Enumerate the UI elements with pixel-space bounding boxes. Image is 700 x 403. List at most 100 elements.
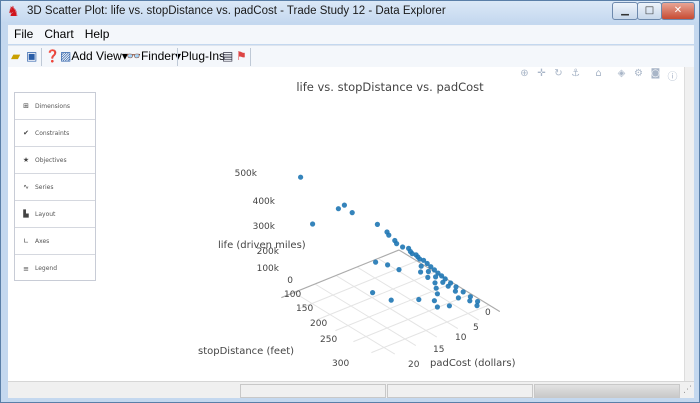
sidebar-item-objectives[interactable]: ★ Objectives bbox=[15, 147, 95, 174]
plugins-button[interactable]: Plug-Ins bbox=[181, 49, 226, 63]
data-point[interactable] bbox=[418, 263, 424, 269]
data-point[interactable] bbox=[298, 174, 304, 180]
wave-icon: ∿ bbox=[23, 183, 29, 191]
data-point[interactable] bbox=[434, 291, 440, 297]
data-point[interactable] bbox=[439, 273, 445, 279]
open-icon[interactable]: ▰ bbox=[11, 49, 21, 63]
data-point[interactable] bbox=[374, 221, 380, 227]
data-point[interactable] bbox=[434, 304, 440, 310]
data-point[interactable] bbox=[417, 256, 423, 262]
help-icon[interactable]: ❓ bbox=[45, 49, 60, 63]
data-point[interactable] bbox=[421, 257, 427, 263]
floor-edge bbox=[281, 249, 400, 299]
menu-help[interactable]: Help bbox=[84, 27, 110, 41]
y-tick-label: 10 bbox=[455, 333, 467, 343]
check-icon: ✔ bbox=[23, 129, 29, 137]
data-point[interactable] bbox=[394, 241, 400, 247]
data-point[interactable] bbox=[370, 290, 376, 296]
data-point[interactable] bbox=[453, 284, 459, 290]
list-icon: ≡ bbox=[23, 264, 29, 273]
save-icon[interactable]: ▣ bbox=[26, 49, 38, 63]
hover-icon[interactable]: ◈ bbox=[617, 68, 626, 79]
data-point[interactable] bbox=[396, 267, 402, 273]
data-point[interactable] bbox=[425, 268, 431, 275]
y-axis-title: padCost (dollars) bbox=[430, 358, 516, 369]
data-point[interactable] bbox=[335, 206, 341, 212]
home-icon[interactable]: ⌂ bbox=[595, 68, 602, 79]
data-point[interactable] bbox=[435, 270, 441, 276]
pan-icon[interactable]: ✛ bbox=[537, 68, 546, 79]
data-point[interactable] bbox=[433, 274, 439, 280]
data-point[interactable] bbox=[428, 264, 434, 270]
data-point[interactable] bbox=[431, 267, 437, 273]
data-point[interactable] bbox=[373, 259, 379, 265]
status-bar: ⋰ bbox=[8, 381, 694, 398]
sidebar-item-dimensions[interactable]: ⊞ Dimensions bbox=[15, 93, 95, 120]
data-point[interactable] bbox=[433, 285, 439, 291]
data-point[interactable] bbox=[467, 294, 473, 300]
data-point[interactable] bbox=[460, 289, 466, 295]
app-logo-icon: ♞ bbox=[7, 4, 20, 20]
menu-file[interactable]: File bbox=[14, 27, 34, 41]
data-point[interactable] bbox=[431, 298, 437, 304]
data-point[interactable] bbox=[475, 298, 481, 305]
data-point[interactable] bbox=[452, 288, 458, 294]
sidebar-item-constraints[interactable]: ✔ Constraints bbox=[15, 120, 95, 147]
data-point[interactable] bbox=[409, 251, 415, 257]
sidebar-item-layout[interactable]: ▙ Layout bbox=[15, 201, 95, 228]
data-point[interactable] bbox=[455, 295, 461, 301]
data-point[interactable] bbox=[432, 280, 438, 286]
data-point[interactable] bbox=[400, 244, 406, 250]
data-point[interactable] bbox=[416, 296, 422, 303]
chart-area bbox=[8, 67, 684, 381]
grid-line bbox=[335, 275, 438, 338]
y-tick-label: 20 bbox=[408, 360, 420, 370]
x-tick-label: 200 bbox=[310, 319, 327, 329]
plugin-icon[interactable]: ▤ bbox=[222, 49, 234, 63]
plugin-flag-icon[interactable]: ⚑ bbox=[236, 49, 247, 63]
page-icon: ▙ bbox=[23, 210, 29, 218]
data-point[interactable] bbox=[341, 202, 347, 208]
data-point[interactable] bbox=[467, 298, 473, 304]
add-view-button[interactable]: ▨Add View▾ bbox=[60, 49, 128, 63]
y-tick-label: 15 bbox=[433, 345, 444, 355]
orbit-icon[interactable]: ↻ bbox=[554, 68, 563, 79]
menu-chart[interactable]: Chart bbox=[44, 27, 74, 41]
maximize-button[interactable]: □ bbox=[637, 2, 662, 20]
data-point[interactable] bbox=[424, 260, 430, 267]
grid-line bbox=[335, 282, 454, 332]
resize-grip-icon[interactable]: ⋰ bbox=[683, 385, 692, 395]
grid-line bbox=[356, 266, 459, 330]
data-point[interactable] bbox=[445, 283, 451, 289]
settings-icon[interactable]: ⚙ bbox=[634, 68, 643, 79]
binoculars-icon: 👓 bbox=[126, 49, 141, 63]
close-button[interactable]: ✕ bbox=[661, 2, 695, 20]
sidebar-item-legend[interactable]: ≡ Legend bbox=[23, 264, 58, 273]
data-point[interactable] bbox=[385, 262, 391, 268]
sidebar-item-axes[interactable]: ∟ Axes bbox=[15, 228, 95, 255]
data-point[interactable] bbox=[474, 303, 480, 309]
zoom-icon[interactable]: ⊕ bbox=[520, 68, 529, 79]
turntable-icon[interactable]: ⚓ bbox=[571, 68, 580, 79]
data-point[interactable] bbox=[388, 297, 394, 303]
data-point[interactable] bbox=[440, 279, 446, 285]
z-tick-label: 400k bbox=[253, 197, 276, 207]
grid-line bbox=[371, 304, 490, 354]
toolbar: ▰ ▣ ❓ ▨Add View▾ 👓Finder▾ Plug-Ins ▤ ⚑ bbox=[8, 45, 694, 67]
data-point[interactable] bbox=[425, 274, 431, 280]
camera-icon[interactable]: ◙ bbox=[650, 68, 661, 79]
chart-icon: ▨ bbox=[60, 49, 72, 63]
info-icon[interactable]: ⓘ bbox=[667, 72, 678, 83]
data-point[interactable] bbox=[310, 221, 316, 227]
z-tick-label: 0 bbox=[287, 276, 293, 286]
vertical-scrollbar[interactable] bbox=[684, 67, 694, 381]
data-point[interactable] bbox=[349, 210, 355, 216]
plot-modebar: ⊕ ✛ ↻ ⚓ ⌂ ◈ ⚙ ◙ ⓘ bbox=[519, 68, 678, 83]
data-point[interactable] bbox=[446, 303, 452, 309]
grid-line bbox=[293, 292, 396, 355]
sidebar-item-series[interactable]: ∿ Series bbox=[15, 174, 95, 201]
data-point[interactable] bbox=[384, 229, 390, 235]
sidebar-panel: ⊞ Dimensions ✔ Constraints ★ Objectives ∿ Se… bbox=[14, 92, 96, 281]
data-point[interactable] bbox=[418, 269, 424, 275]
